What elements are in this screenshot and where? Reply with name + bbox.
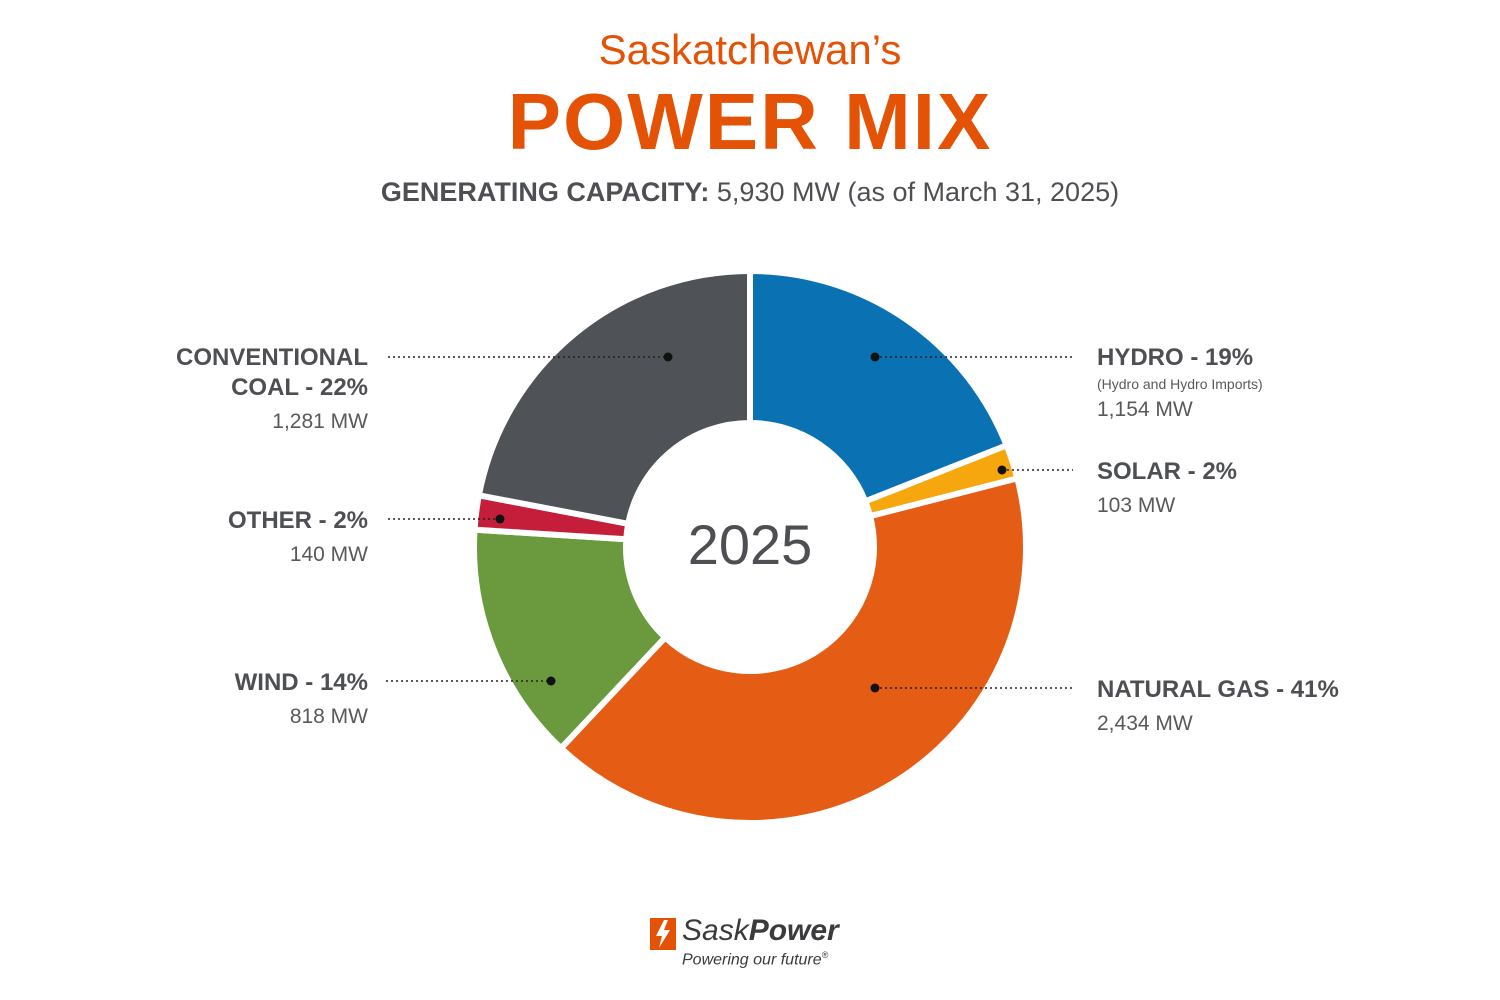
label-hydro-note: (Hydro and Hydro Imports) (1097, 376, 1263, 392)
leader-dot-gas (870, 683, 880, 693)
label-wind-mw: 818 MW (289, 705, 368, 728)
label-other-name: OTHER - 2% (227, 507, 368, 534)
label-coal-name-line2: COAL - 22% (231, 374, 368, 401)
label-solar-mw: 103 MW (1097, 494, 1176, 517)
label-hydro-name: HYDRO - 19% (1097, 344, 1254, 371)
title-small: Saskatchewan’s (598, 26, 902, 73)
subtitle: GENERATING CAPACITY: 5,930 MW (as of Mar… (0, 177, 1500, 208)
slice-hydro (747, 267, 1011, 506)
lightning-bolt-icon (650, 918, 676, 950)
label-solar: SOLAR - 2% 103 MW (1097, 457, 1417, 521)
leader-dot-other (495, 514, 505, 524)
logo-wordmark: SaskPower (682, 914, 839, 948)
subtitle-value: 5,930 MW (as of March 31, 2025) (709, 177, 1120, 207)
label-solar-name: SOLAR - 2% (1097, 458, 1238, 485)
label-gas-mw: 2,434 MW (1097, 712, 1193, 735)
label-gas-name: NATURAL GAS - 41% (1097, 676, 1339, 703)
leader-dot-coal (663, 352, 673, 362)
slice-conventional-coal (475, 267, 753, 528)
label-hydro-mw: 1,154 MW (1097, 398, 1193, 421)
slice-wind (471, 526, 670, 753)
logo-word-bold: Power (748, 914, 839, 947)
label-other-mw: 140 MW (289, 543, 368, 566)
leader-dot-solar (997, 465, 1007, 475)
label-coal: CONVENTIONAL COAL - 22% 1,281 MW (108, 343, 368, 437)
subtitle-label: GENERATING CAPACITY: (380, 177, 710, 207)
logo-tagline: Powering our future® (682, 950, 828, 969)
label-wind-name: WIND - 14% (234, 669, 368, 696)
leader-dot-wind (546, 676, 556, 686)
label-coal-name-line1: CONVENTIONAL (176, 344, 368, 371)
label-gas: NATURAL GAS - 41% 2,434 MW (1097, 675, 1417, 739)
logo-trademark: ® (821, 950, 829, 960)
label-hydro: HYDRO - 19% (Hydro and Hydro Imports) 1,… (1097, 343, 1417, 425)
label-wind: WIND - 14% 818 MW (108, 668, 368, 732)
leader-dot-hydro (870, 352, 880, 362)
slice-natural-gas (556, 474, 1029, 826)
logo-tagline-text: Powering our future (682, 951, 822, 969)
label-other: OTHER - 2% 140 MW (108, 506, 368, 570)
center-year-label: 2025 (687, 513, 813, 576)
logo-word-light: Sask (682, 914, 749, 947)
saskpower-logo: SaskPower Powering our future® (648, 912, 858, 972)
label-coal-mw: 1,281 MW (272, 410, 368, 433)
page-title: POWER MIX (507, 77, 993, 166)
